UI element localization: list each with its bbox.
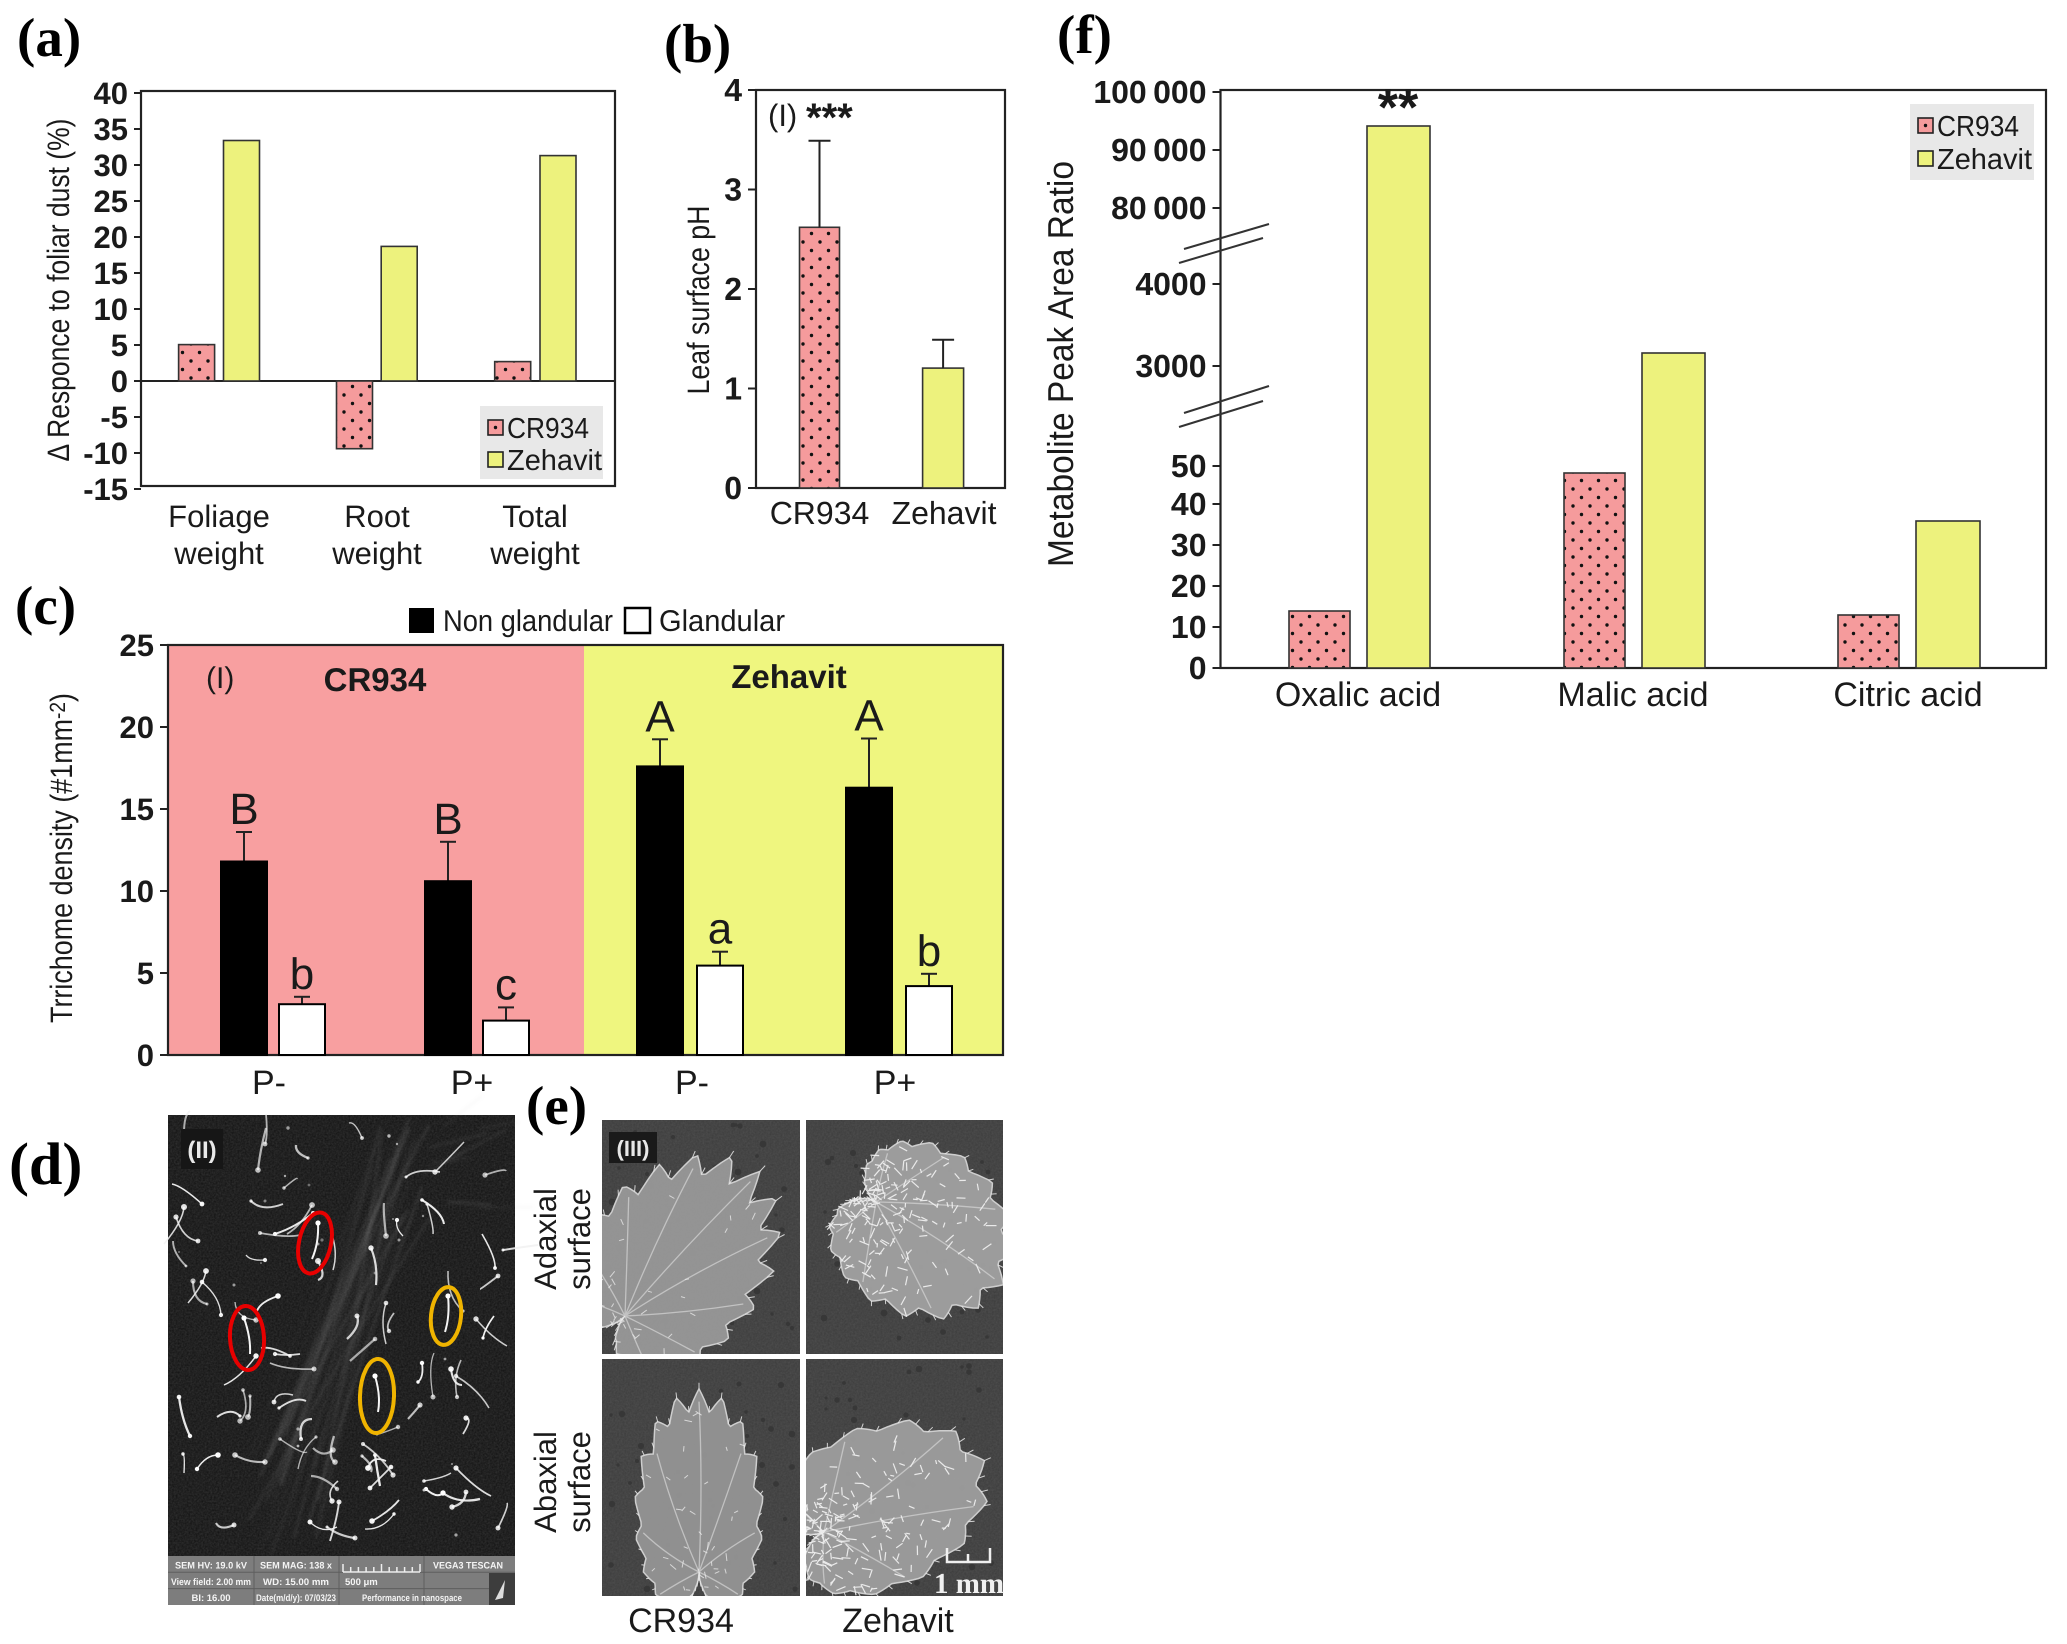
svg-text:5: 5 bbox=[111, 328, 128, 363]
svg-text:10: 10 bbox=[1171, 609, 1207, 645]
svg-text:-5: -5 bbox=[100, 400, 128, 435]
svg-text:30: 30 bbox=[1171, 527, 1207, 563]
svg-text:-15: -15 bbox=[83, 472, 128, 507]
svg-text:WD: 15.00 mm: WD: 15.00 mm bbox=[263, 1577, 329, 1588]
svg-text:***: *** bbox=[806, 96, 853, 140]
svg-text:Foliage: Foliage bbox=[168, 499, 270, 534]
svg-text:50: 50 bbox=[1171, 448, 1207, 484]
svg-text:30: 30 bbox=[94, 148, 128, 183]
svg-text:Leaf surface pH: Leaf surface pH bbox=[681, 206, 716, 395]
svg-text:0: 0 bbox=[137, 1038, 154, 1073]
svg-text:90 000: 90 000 bbox=[1111, 132, 1206, 168]
svg-text:25: 25 bbox=[94, 184, 128, 219]
svg-text:80 000: 80 000 bbox=[1111, 190, 1206, 226]
svg-text:(c): (c) bbox=[15, 575, 76, 636]
svg-text:100 000: 100 000 bbox=[1093, 74, 1206, 110]
svg-text:15: 15 bbox=[94, 256, 128, 291]
svg-text:40: 40 bbox=[94, 76, 128, 111]
svg-text:SEM HV: 19.0 kV: SEM HV: 19.0 kV bbox=[175, 1561, 248, 1572]
svg-text:(f): (f) bbox=[1057, 4, 1112, 65]
svg-text:40: 40 bbox=[1171, 486, 1207, 522]
svg-text:CR934: CR934 bbox=[770, 495, 870, 531]
svg-text:P+: P+ bbox=[451, 1064, 494, 1102]
svg-text:Non glandular: Non glandular bbox=[443, 605, 613, 638]
svg-text:Citric acid: Citric acid bbox=[1833, 676, 1982, 714]
svg-text:Trrichome density (#1mm-2): Trrichome density (#1mm-2) bbox=[44, 693, 79, 1023]
svg-text:Zehavit: Zehavit bbox=[1937, 144, 2032, 176]
svg-text:**: ** bbox=[1378, 79, 1419, 137]
svg-text:0: 0 bbox=[111, 364, 128, 399]
svg-text:0: 0 bbox=[1189, 650, 1207, 686]
svg-text:25: 25 bbox=[120, 628, 154, 663]
svg-text:SEM MAG: 138 x: SEM MAG: 138 x bbox=[260, 1561, 333, 1572]
svg-text:4: 4 bbox=[724, 72, 742, 108]
svg-text:1: 1 bbox=[724, 371, 742, 407]
svg-text:Adaxial: Adaxial bbox=[528, 1188, 563, 1290]
svg-text:20: 20 bbox=[94, 220, 128, 255]
svg-text:Date(m/d/y): 07/03/23: Date(m/d/y): 07/03/23 bbox=[256, 1593, 336, 1604]
svg-text:P-: P- bbox=[675, 1064, 709, 1102]
svg-text:b: b bbox=[290, 950, 314, 999]
svg-text:Zehavit: Zehavit bbox=[892, 495, 997, 531]
svg-text:(III): (III) bbox=[617, 1136, 650, 1161]
svg-text:A: A bbox=[645, 692, 675, 741]
svg-text:1 mm: 1 mm bbox=[934, 1568, 1004, 1600]
svg-text:Total: Total bbox=[502, 499, 567, 534]
svg-text:Metabolite Peak Area Ratio: Metabolite Peak Area Ratio bbox=[1040, 161, 1081, 567]
svg-text:Abaxial: Abaxial bbox=[528, 1431, 563, 1533]
svg-text:2: 2 bbox=[724, 271, 742, 307]
svg-text:CR934: CR934 bbox=[507, 413, 589, 445]
svg-text:P-: P- bbox=[252, 1064, 286, 1102]
svg-text:CR934: CR934 bbox=[1937, 111, 2019, 143]
svg-text:Zehavit: Zehavit bbox=[507, 445, 602, 477]
svg-text:-10: -10 bbox=[83, 436, 128, 471]
svg-text:(d): (d) bbox=[9, 1131, 82, 1197]
svg-text:3000: 3000 bbox=[1135, 348, 1206, 384]
svg-text:20: 20 bbox=[120, 710, 154, 745]
svg-text:Root: Root bbox=[344, 499, 410, 534]
svg-text:B: B bbox=[229, 785, 258, 834]
svg-text:weight: weight bbox=[173, 536, 264, 571]
svg-text:Performance in nanospace: Performance in nanospace bbox=[362, 1593, 462, 1604]
svg-text:35: 35 bbox=[94, 112, 128, 147]
svg-text:View field: 2.00 mm: View field: 2.00 mm bbox=[171, 1577, 251, 1588]
svg-text:c: c bbox=[495, 960, 517, 1009]
svg-text:(b): (b) bbox=[664, 13, 731, 74]
svg-text:Zehavit: Zehavit bbox=[842, 1602, 954, 1640]
svg-text:15: 15 bbox=[120, 792, 154, 827]
svg-text:CR934: CR934 bbox=[324, 661, 427, 698]
svg-text:(I): (I) bbox=[768, 98, 797, 133]
svg-text:Oxalic acid: Oxalic acid bbox=[1275, 676, 1441, 714]
svg-text:b: b bbox=[917, 927, 941, 976]
svg-text:3: 3 bbox=[724, 172, 742, 208]
svg-text:A: A bbox=[854, 692, 884, 741]
svg-text:5: 5 bbox=[137, 956, 154, 991]
svg-text:B: B bbox=[433, 795, 462, 844]
svg-text:weight: weight bbox=[331, 536, 422, 571]
svg-text:BI: 16.00: BI: 16.00 bbox=[191, 1593, 230, 1604]
svg-text:P+: P+ bbox=[874, 1064, 917, 1102]
svg-text:Δ Responce to foliar dust (%): Δ Responce to foliar dust (%) bbox=[41, 119, 76, 462]
svg-text:(a): (a) bbox=[17, 7, 81, 68]
svg-text:VEGA3 TESCAN: VEGA3 TESCAN bbox=[433, 1561, 503, 1572]
svg-text:CR934: CR934 bbox=[628, 1602, 734, 1640]
svg-text:0: 0 bbox=[724, 470, 742, 506]
svg-text:surface: surface bbox=[562, 1188, 597, 1290]
svg-text:10: 10 bbox=[94, 292, 128, 327]
svg-text:10: 10 bbox=[120, 874, 154, 909]
svg-text:Glandular: Glandular bbox=[659, 605, 785, 638]
svg-text:500 μm: 500 μm bbox=[345, 1577, 378, 1588]
svg-text:(II): (II) bbox=[187, 1137, 216, 1164]
svg-text:weight: weight bbox=[489, 536, 580, 571]
svg-text:Zehavit: Zehavit bbox=[731, 658, 847, 695]
svg-text:a: a bbox=[708, 905, 733, 954]
svg-text:(e): (e) bbox=[526, 1075, 587, 1136]
svg-text:surface: surface bbox=[562, 1431, 597, 1533]
svg-text:4000: 4000 bbox=[1135, 266, 1206, 302]
svg-text:20: 20 bbox=[1171, 568, 1207, 604]
svg-text:(I): (I) bbox=[206, 662, 234, 695]
svg-text:Malic acid: Malic acid bbox=[1557, 676, 1708, 714]
